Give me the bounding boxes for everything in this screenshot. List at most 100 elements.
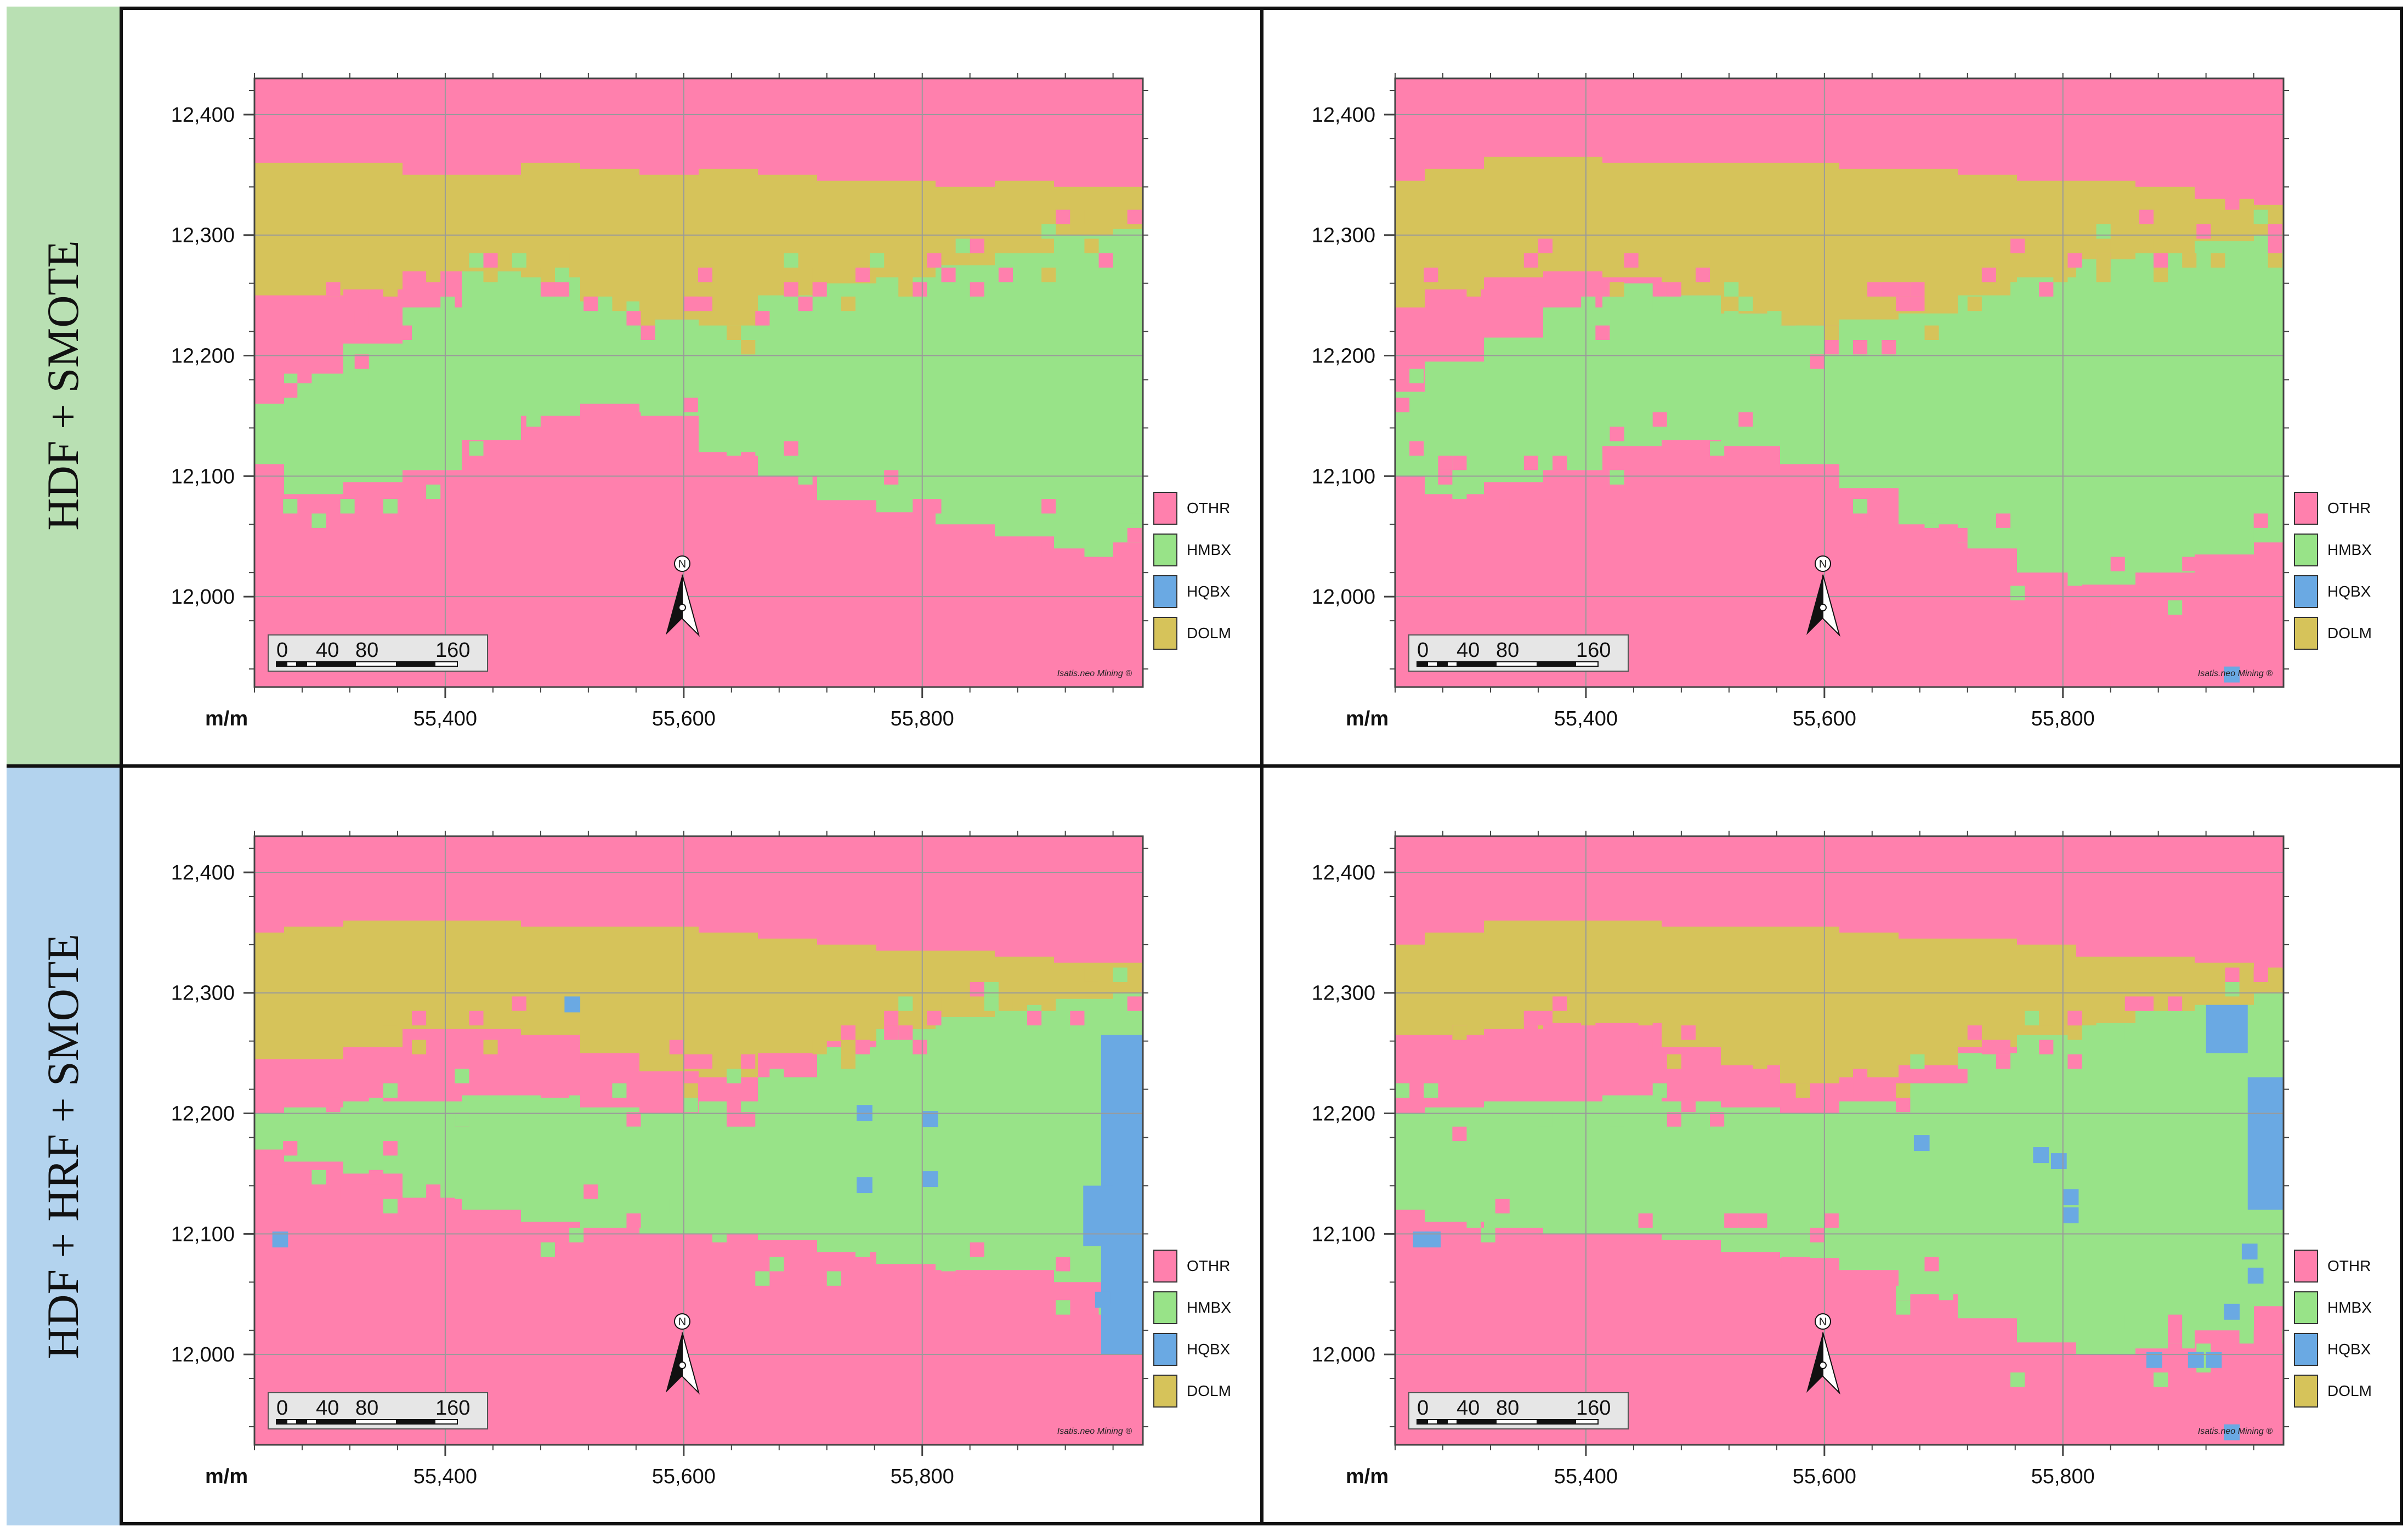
hmbx-zone <box>254 986 1143 1295</box>
block-cell <box>2153 1372 2168 1387</box>
block-cell <box>397 325 412 340</box>
block-cell <box>898 996 913 1011</box>
block-cell <box>2067 1011 2082 1026</box>
block-cell <box>1452 1040 1467 1054</box>
block-cell <box>913 499 927 514</box>
block-cell <box>683 1097 698 1113</box>
block-cell <box>1638 1184 1653 1199</box>
block-cell <box>970 981 984 997</box>
block-cell <box>1781 1126 1796 1142</box>
block-cell <box>941 996 956 1011</box>
scale-bar: 0 40 80 160 <box>268 634 488 672</box>
block-cell <box>769 1069 784 1083</box>
block-cell <box>1610 282 1624 297</box>
legend-label-hmbx: HMBX <box>1187 1299 1231 1316</box>
block-cell <box>1141 996 1143 1011</box>
block-cell <box>2039 1011 2054 1026</box>
scale-bar-label: 40 <box>1457 1397 1480 1420</box>
block-cell <box>2168 1314 2183 1329</box>
legend-swatch-dolm <box>1153 617 1177 650</box>
y-tick-label: 12,100 <box>1312 1223 1375 1246</box>
block-cell <box>727 325 741 340</box>
block-cell <box>2168 1329 2183 1344</box>
block-cell <box>1012 1228 1028 1242</box>
legend-swatch-othr <box>1153 492 1177 525</box>
block-cell <box>2053 268 2068 282</box>
y-tick-label: 12,300 <box>171 224 235 247</box>
legend-label-dolm: DOLM <box>1187 1382 1231 1399</box>
x-tick-label: 55,600 <box>1793 707 1856 730</box>
block-cell <box>512 1011 526 1026</box>
unit-label: m/m <box>1346 1465 1389 1488</box>
y-tick-label: 12,100 <box>171 1223 235 1246</box>
block-cell <box>1523 1011 1538 1026</box>
legend-swatch-dolm <box>2294 1375 2318 1408</box>
legend-swatch-dolm <box>2294 617 2318 650</box>
block-cell <box>240 1098 254 1112</box>
block-cell <box>283 499 298 514</box>
block-cell <box>2268 239 2282 253</box>
block-cell <box>1367 1127 1381 1141</box>
legend-swatch-hqbx <box>2294 575 2318 608</box>
block-cell <box>1610 427 1624 441</box>
block-cell <box>512 996 526 1011</box>
scale-bar-segment <box>276 662 287 666</box>
block-cell <box>1753 1054 1767 1069</box>
block-cell <box>397 1069 412 1083</box>
block-cell <box>1027 542 1042 557</box>
x-tick-label: 55,400 <box>1554 1465 1618 1488</box>
block-cell <box>913 1040 927 1054</box>
block-cell <box>1041 499 1056 514</box>
block-cell <box>583 1025 598 1040</box>
legend-swatch-hmbx <box>2294 534 2318 566</box>
block-cell <box>855 1242 870 1257</box>
block-cell <box>1610 470 1624 485</box>
block-cell <box>898 282 913 297</box>
block-cell <box>554 268 570 282</box>
block-cell <box>2010 239 2025 253</box>
block-cell <box>1710 1126 1725 1142</box>
block-cell <box>769 1083 784 1098</box>
block-cell <box>927 1011 942 1026</box>
block-cell <box>1409 441 1424 456</box>
block-cell <box>1452 1126 1467 1142</box>
block-cell <box>2110 1025 2125 1040</box>
block-cell <box>1853 513 1868 528</box>
block-cell <box>626 1112 641 1127</box>
block-cell <box>1838 1228 1854 1242</box>
block-cell <box>1710 441 1725 456</box>
hqbx-cell <box>2033 1147 2049 1164</box>
block-cell <box>311 513 326 528</box>
block-cell <box>2268 1285 2282 1301</box>
y-tick-label: 12,200 <box>171 345 235 368</box>
block-cell <box>626 1213 641 1228</box>
block-cell <box>727 1097 741 1113</box>
scale-bar-segment <box>296 1420 307 1424</box>
block-cell <box>1595 1257 1610 1272</box>
block-cell <box>1141 209 1143 224</box>
block-cell <box>1438 470 1453 485</box>
block-cell <box>440 427 455 441</box>
block-cell <box>2067 253 2082 268</box>
block-cell <box>426 484 441 500</box>
unit-label: m/m <box>1346 707 1389 730</box>
block-cell <box>2253 513 2268 528</box>
block-cell <box>1538 239 1553 253</box>
dolm-zone <box>1395 920 2284 1083</box>
map-panel-bottom-left: 12,400 12,300 12,200 12,100 12,000 55,400 55,6… <box>123 768 1258 1519</box>
block-cell <box>1538 1011 1553 1026</box>
block-cell <box>683 296 698 311</box>
block-cell <box>412 1040 427 1054</box>
block-cell <box>2124 996 2139 1011</box>
block-cell <box>1141 981 1143 997</box>
block-cell <box>469 253 484 268</box>
scale-bar-segment <box>396 662 435 666</box>
block-cell <box>655 1213 670 1228</box>
block-cell <box>2225 981 2240 997</box>
legend-swatch-hmbx <box>1153 534 1177 566</box>
scale-bar-label: 80 <box>355 1397 378 1420</box>
block-cell <box>1667 282 1681 297</box>
block-cell <box>483 253 498 268</box>
scale-bar-segment <box>276 1420 287 1424</box>
block-cell <box>1127 513 1142 528</box>
